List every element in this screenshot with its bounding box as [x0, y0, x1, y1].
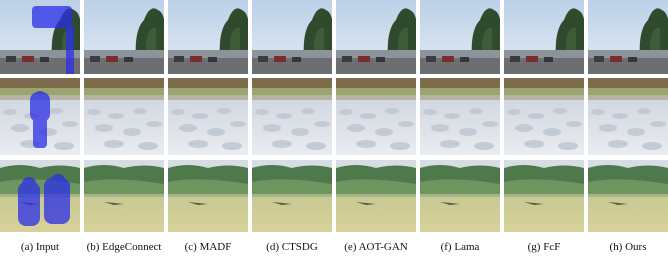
image-cell	[336, 78, 416, 155]
image-grid: (a) Input (b) EdgeConnect (c) MADF (d) CTSD…	[0, 0, 668, 253]
image-cell	[588, 78, 668, 155]
caption: (g) FcF	[528, 241, 561, 253]
image-cell	[336, 0, 416, 74]
image-cell	[168, 0, 248, 74]
image-cell	[84, 78, 164, 155]
caption: (d) CTSDG	[266, 241, 318, 253]
image-cell	[420, 160, 500, 232]
caption: (f) Lama	[441, 241, 480, 253]
caption: (h) Ours	[610, 241, 647, 253]
caption: (b) EdgeConnect	[87, 241, 162, 253]
image-cell	[336, 160, 416, 232]
image-cell	[504, 78, 584, 155]
caption: (e) AOT-GAN	[344, 241, 407, 253]
caption: (a) Input	[21, 241, 59, 253]
image-cell	[168, 160, 248, 232]
image-cell	[252, 0, 332, 74]
image-cell	[252, 160, 332, 232]
image-cell	[84, 0, 164, 74]
image-cell	[504, 0, 584, 74]
image-cell	[168, 78, 248, 155]
image-cell	[84, 160, 164, 232]
image-cell	[504, 160, 584, 232]
image-cell	[252, 78, 332, 155]
image-cell	[588, 0, 668, 74]
figure: (a) Input (b) EdgeConnect (c) MADF (d) CTSD…	[0, 0, 668, 261]
image-cell	[420, 78, 500, 155]
image-cell	[420, 0, 500, 74]
caption: (c) MADF	[185, 241, 232, 253]
image-cell	[588, 160, 668, 232]
